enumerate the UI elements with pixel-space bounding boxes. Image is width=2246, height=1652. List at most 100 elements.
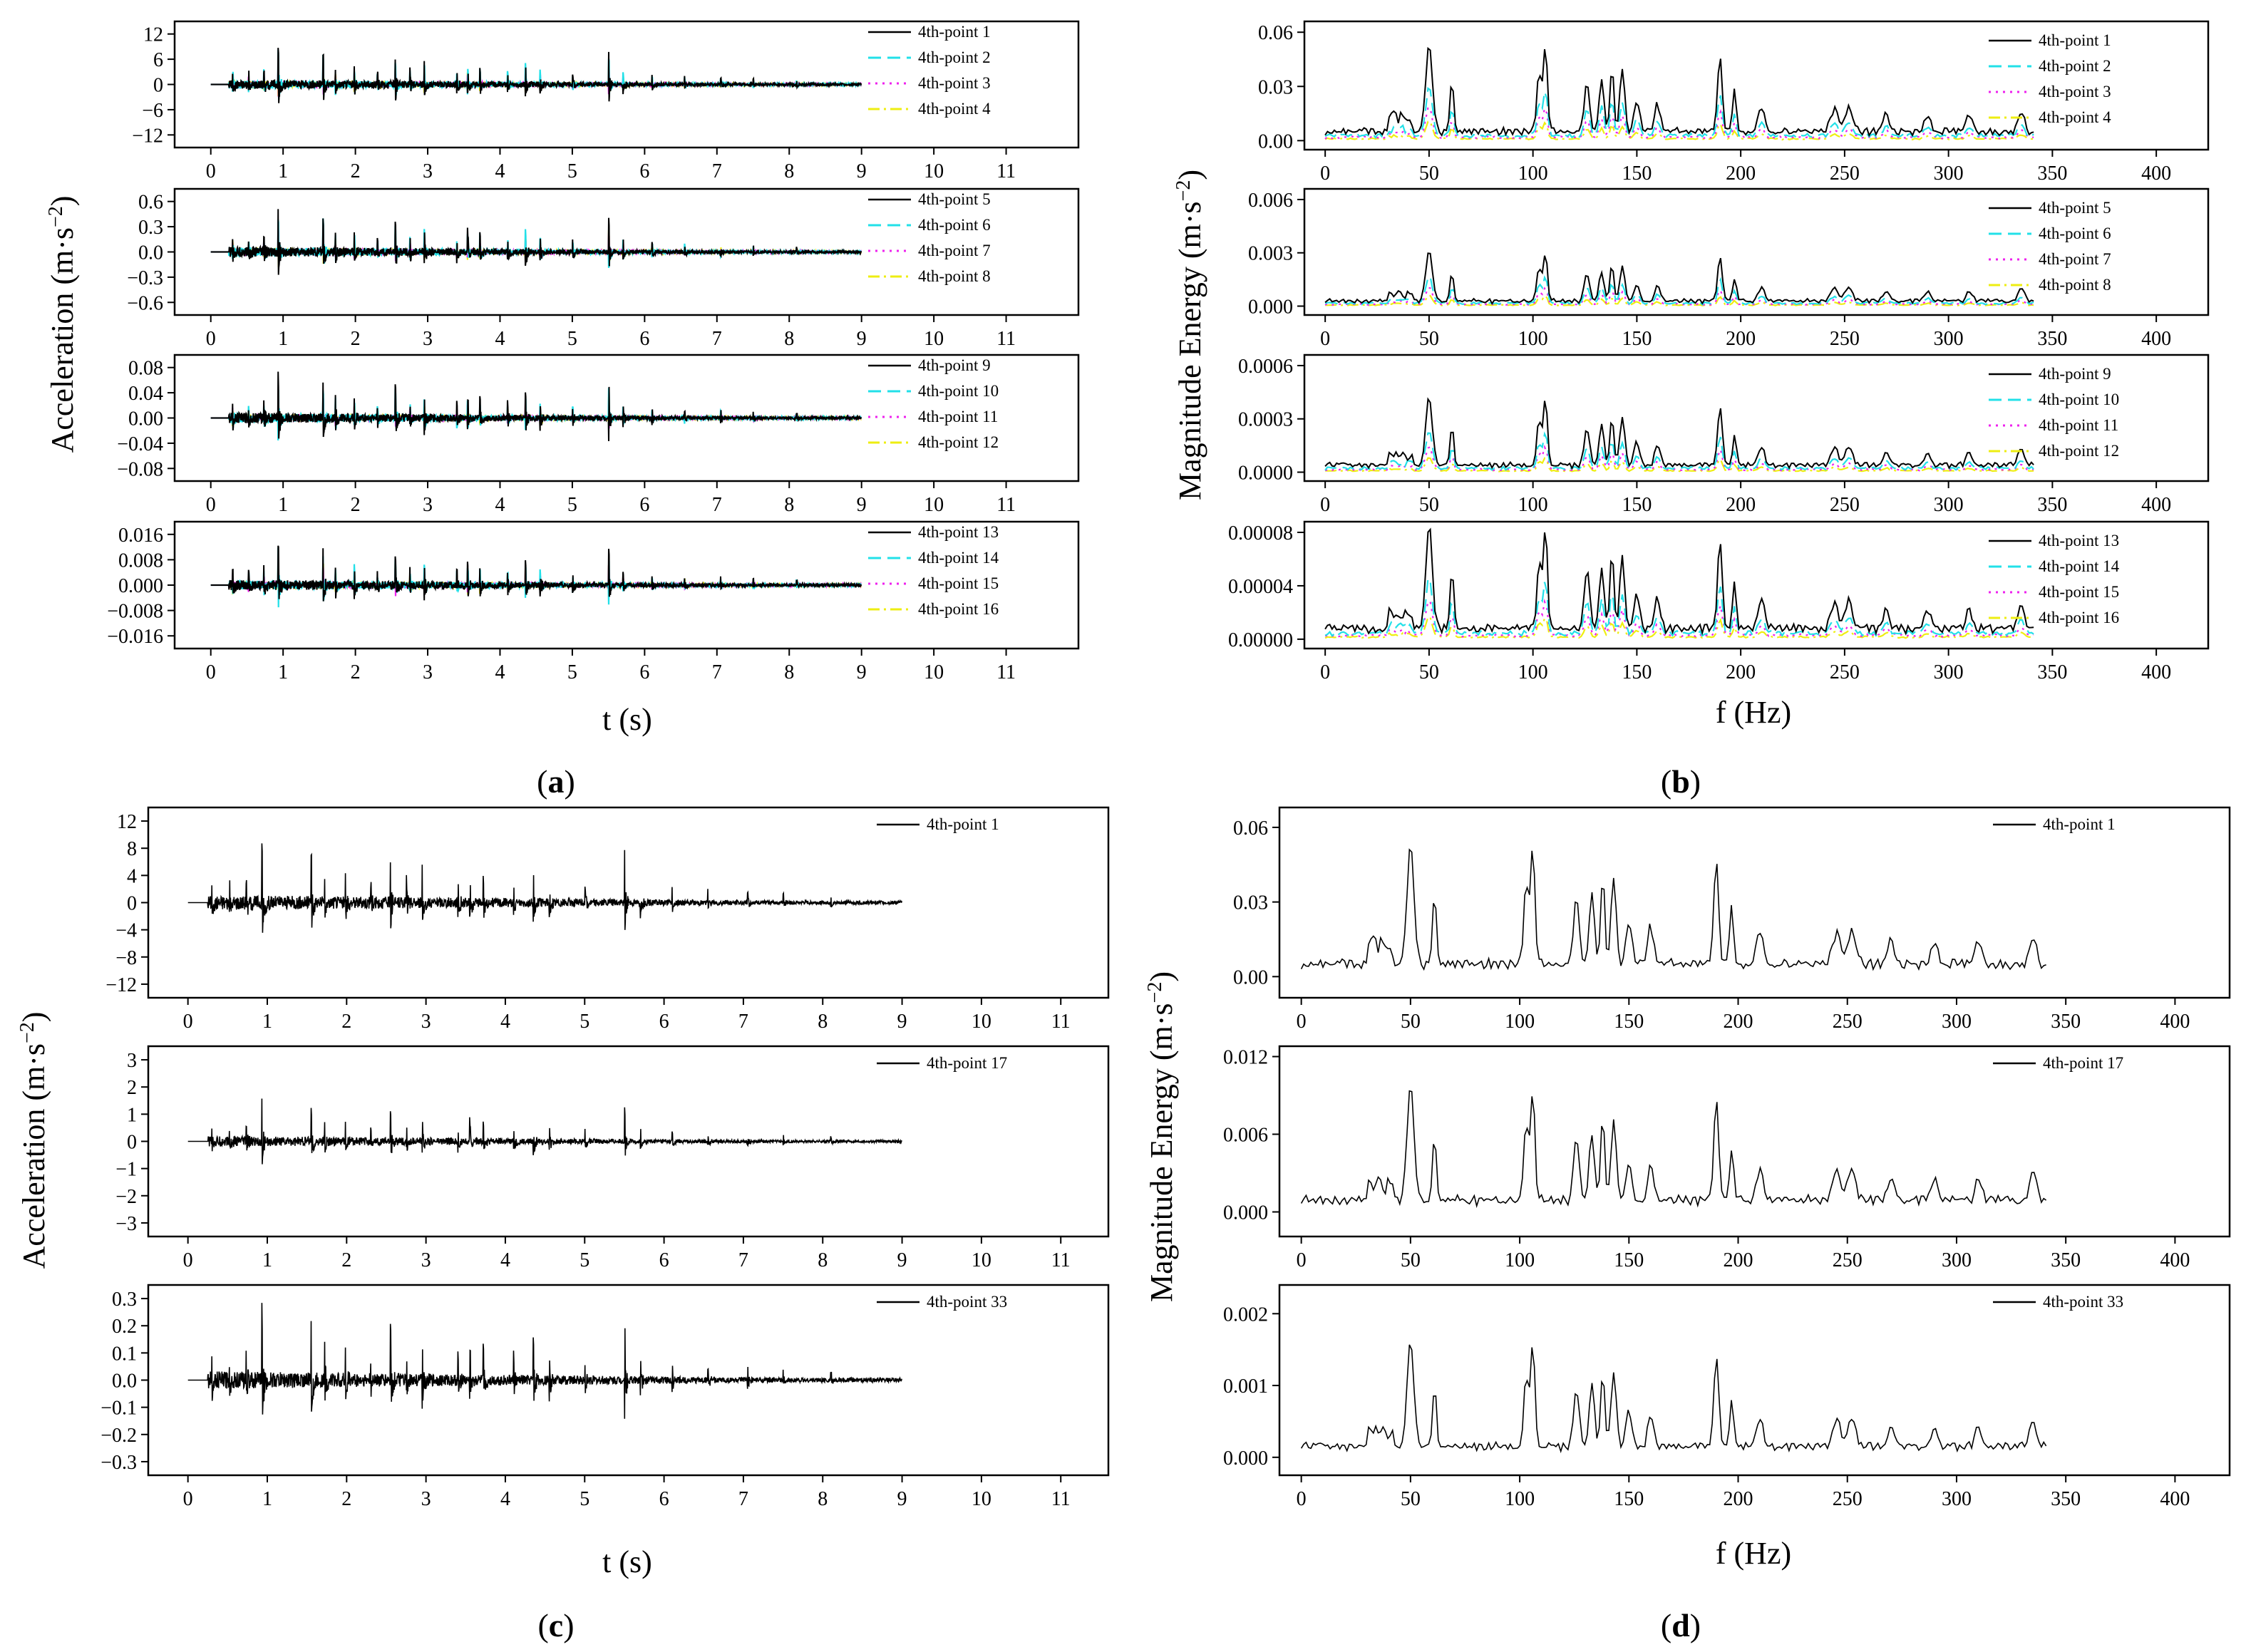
- subplot-c-3: 0 1 2 3 4 5 6 7 8 9 10 11 0.3 0.2 0.1 0.0 −0.1 −0.2 −0.3 4t…: [101, 1284, 1110, 1510]
- x-tick-label: 9: [857, 160, 867, 182]
- y-tick-label: −12: [132, 125, 163, 147]
- y-tick-label: −2: [115, 1186, 137, 1208]
- x-tick-label: 50: [1419, 162, 1439, 185]
- x-tick-label: 150: [1622, 328, 1652, 350]
- x-tick-label: 300: [1934, 661, 1964, 683]
- y-tick-label: 0.2: [112, 1316, 137, 1338]
- x-tick-label: 0: [206, 160, 216, 182]
- x-tick-label: 5: [567, 661, 577, 683]
- series-line: [210, 371, 862, 442]
- x-tick-label: 10: [972, 1488, 991, 1510]
- y-tick-label: −8: [115, 947, 137, 969]
- x-tick-label: 200: [1726, 328, 1756, 350]
- x-tick-label: 4: [495, 328, 505, 350]
- x-tick-label: 300: [1942, 1488, 1972, 1510]
- axes-frame: [1278, 1045, 2231, 1238]
- x-tick-label: 5: [579, 1488, 589, 1510]
- caption-a: (a): [537, 763, 575, 800]
- x-tick-label: 300: [1942, 1249, 1972, 1271]
- x-tick-label: 0: [1320, 494, 1330, 516]
- x-tick-label: 8: [818, 1488, 828, 1510]
- legend-entry: 4th-point 1: [918, 23, 991, 41]
- x-tick-label: 200: [1724, 1488, 1753, 1510]
- x-tick-label: 1: [262, 1488, 272, 1510]
- x-tick-label: 0: [1320, 661, 1330, 683]
- x-tick-label: 10: [924, 661, 944, 683]
- y-tick-label: 0.04: [128, 383, 163, 405]
- y-tick-label: 2: [127, 1077, 137, 1099]
- y-tick-label: 0.003: [1248, 243, 1293, 265]
- x-tick-label: 350: [2037, 162, 2067, 185]
- x-tick-label: 8: [818, 1249, 828, 1271]
- x-tick-label: 6: [639, 494, 649, 516]
- x-tick-label: 7: [712, 328, 722, 350]
- x-tick-label: 10: [924, 494, 944, 516]
- x-tick-label: 10: [972, 1011, 991, 1033]
- x-tick-label: 11: [996, 328, 1016, 350]
- y-tick-label: 0.00004: [1228, 576, 1293, 598]
- legend-entry: 4th-point 5: [918, 190, 991, 208]
- legend-entry: 4th-point 1: [927, 815, 999, 833]
- subplot-a-3: 0 1 2 3 4 5 6 7 8 9 10 11 0.08 0.04 0.00 −0.04 −0.08 4th-…: [117, 353, 1080, 516]
- y-tick-label: 0.0: [138, 242, 163, 264]
- legend-entry: 4th-point 16: [918, 600, 999, 618]
- legend-entry: 4th-point 11: [918, 408, 998, 425]
- x-tick-label: 3: [421, 1249, 431, 1271]
- x-tick-label: 7: [712, 661, 722, 683]
- x-tick-label: 5: [567, 328, 577, 350]
- legend-entry: 4th-point 7: [918, 242, 991, 259]
- x-tick-label: 10: [924, 160, 944, 182]
- x-tick-label: 100: [1518, 494, 1548, 516]
- x-tick-label: 5: [579, 1249, 589, 1271]
- series-line: [1325, 294, 2034, 306]
- x-tick-label: 0: [1297, 1249, 1307, 1271]
- y-tick-label: 6: [153, 49, 163, 71]
- legend-entry: 4th-point 11: [2039, 416, 2118, 434]
- x-tick-label: 400: [2160, 1249, 2190, 1271]
- x-tick-label: 400: [2141, 494, 2171, 516]
- x-tick-label: 11: [996, 160, 1016, 182]
- subplot-a-2: 0 1 2 3 4 5 6 7 8 9 10 11 0.6 0.3 0.0 −0.3 −0.6 4th-point…: [127, 187, 1080, 350]
- y-tick-label: 1: [127, 1104, 137, 1126]
- x-tick-label: 2: [341, 1011, 351, 1033]
- x-tick-label: 0: [1320, 328, 1330, 350]
- y-tick-label: −0.008: [107, 601, 163, 623]
- panel-c-ylabel: Acceleration (m·s−2): [16, 1012, 52, 1269]
- y-tick-label: 3: [127, 1050, 137, 1072]
- x-tick-label: 3: [421, 1011, 431, 1033]
- x-tick-label: 3: [421, 1488, 431, 1510]
- y-tick-label: −0.3: [101, 1452, 137, 1474]
- legend-entry: 4th-point 33: [927, 1293, 1007, 1311]
- y-tick-label: 0.0: [112, 1370, 137, 1393]
- x-tick-label: 5: [567, 494, 577, 516]
- y-tick-label: 0.03: [1258, 76, 1293, 98]
- series-line: [1324, 46, 2034, 138]
- x-tick-label: 150: [1622, 661, 1652, 683]
- x-tick-label: 11: [1051, 1011, 1071, 1033]
- axes-frame: [1303, 20, 2210, 151]
- series-line: [1325, 457, 2034, 473]
- subplot-b-4: 0 50 100 150 200 250 300 350 400 0.00008 0.00004 0.…: [1228, 520, 2210, 683]
- x-tick-label: 250: [1833, 1011, 1863, 1033]
- x-tick-label: 3: [423, 328, 433, 350]
- y-tick-label: −4: [115, 920, 137, 942]
- x-tick-label: 9: [897, 1011, 907, 1033]
- y-tick-label: 8: [127, 838, 137, 860]
- x-tick-label: 0: [206, 328, 216, 350]
- y-tick-label: 0.001: [1223, 1375, 1268, 1398]
- x-tick-label: 1: [262, 1249, 272, 1271]
- x-tick-label: 150: [1614, 1249, 1644, 1271]
- x-tick-label: 8: [818, 1011, 828, 1033]
- y-tick-label: 0.3: [112, 1289, 137, 1311]
- y-tick-label: 0.06: [1233, 817, 1268, 840]
- y-tick-label: 0.08: [128, 358, 163, 380]
- y-tick-label: −6: [142, 100, 163, 122]
- legend-entry: 4th-point 33: [2043, 1293, 2123, 1311]
- caption-c: (c): [537, 1607, 574, 1643]
- axes-frame: [1303, 353, 2210, 482]
- x-tick-label: 8: [784, 328, 794, 350]
